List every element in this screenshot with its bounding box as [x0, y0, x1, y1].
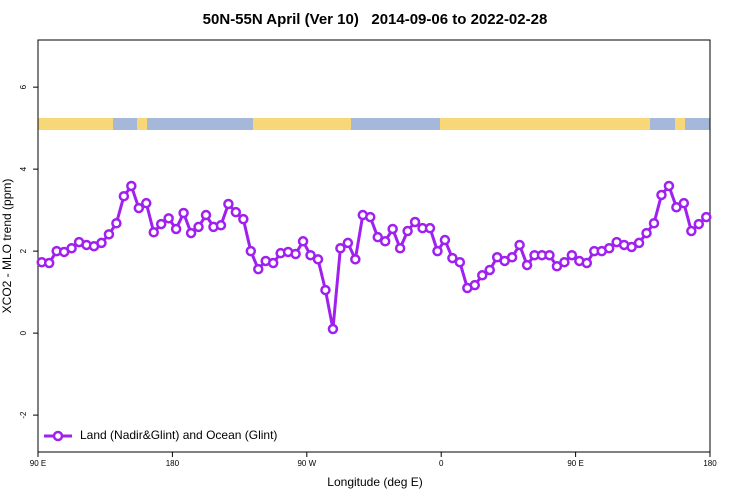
- x-tick-label: 90 E: [567, 459, 583, 468]
- data-point: [454, 256, 466, 268]
- data-point: [656, 189, 667, 201]
- y-tick-label: 0: [19, 330, 28, 335]
- data-point: [133, 202, 145, 214]
- plot-frame: [37, 39, 711, 453]
- data-point: [200, 209, 212, 221]
- data-point: [365, 211, 376, 223]
- data-point: [544, 249, 555, 261]
- data-point: [447, 252, 458, 264]
- data-point: [238, 213, 249, 225]
- data-point: [469, 279, 481, 291]
- y-tick-label: 4: [19, 166, 28, 171]
- data-point: [663, 180, 675, 192]
- data-point: [267, 257, 279, 269]
- data-point: [394, 243, 406, 254]
- data-point: [290, 248, 301, 260]
- x-tick-label: 90 W: [297, 459, 316, 468]
- y-axis-label: XCO2 - MLO trend (ppm): [0, 179, 14, 314]
- data-point: [603, 243, 615, 254]
- data-point: [185, 227, 197, 239]
- data-point: [215, 220, 227, 231]
- data-point: [103, 229, 115, 240]
- data-point: [581, 257, 593, 269]
- data-point: [372, 231, 383, 243]
- data-point: [335, 243, 346, 254]
- data-point: [148, 227, 159, 238]
- data-point: [506, 252, 518, 263]
- data-point: [245, 245, 257, 257]
- data-point: [432, 245, 443, 257]
- data-point: [141, 197, 152, 209]
- data-point: [118, 190, 130, 202]
- data-point: [170, 223, 182, 235]
- data-point: [484, 264, 495, 276]
- data-point: [648, 217, 660, 229]
- data-point: [155, 218, 167, 230]
- data-point: [305, 249, 316, 261]
- data-point: [126, 180, 137, 192]
- data-point: [686, 225, 697, 237]
- data-point: [514, 239, 525, 251]
- data-point: [342, 237, 354, 249]
- data-point: [409, 216, 421, 228]
- data-point: [253, 263, 264, 275]
- data-point: [701, 211, 712, 223]
- data-point: [66, 243, 77, 254]
- data-point: [521, 259, 533, 271]
- data-point: [312, 254, 324, 265]
- data-point: [678, 197, 690, 209]
- x-tick-label: 0: [439, 459, 444, 468]
- data-point: [671, 202, 682, 213]
- data-point: [387, 223, 398, 235]
- legend-label: Land (Nadir&Glint) and Ocean (Glint): [80, 428, 277, 442]
- data-point: [327, 323, 339, 335]
- y-tick-label: 2: [19, 248, 28, 253]
- data-point: [693, 218, 705, 230]
- y-tick-label: -2: [19, 411, 28, 419]
- data-point: [379, 236, 391, 247]
- data-point: [163, 213, 174, 224]
- data-point: [223, 198, 234, 210]
- legend-marker: [52, 430, 64, 442]
- data-point: [641, 227, 652, 239]
- data-point: [439, 234, 451, 246]
- data-point: [96, 237, 107, 249]
- data-point: [626, 241, 637, 253]
- x-tick-label: 90 E: [30, 459, 46, 468]
- x-axis-label: Longitude (deg E): [327, 475, 422, 489]
- data-point: [402, 225, 413, 237]
- data-point: [477, 270, 488, 281]
- y-tick-label: 6: [19, 84, 28, 89]
- data-point: [551, 261, 563, 272]
- data-point: [566, 249, 578, 261]
- data-point: [297, 236, 309, 247]
- data-point: [43, 257, 55, 269]
- surface-strip: [38, 118, 710, 130]
- data-point: [424, 222, 436, 234]
- chart-title: 50N-55N April (Ver 10) 2014-09-06 to 202…: [203, 11, 548, 28]
- data-point: [193, 221, 204, 233]
- x-tick-label: 180: [703, 459, 717, 468]
- data-point: [111, 217, 122, 229]
- data-point: [178, 207, 189, 219]
- data-point: [320, 284, 331, 296]
- data-point: [633, 237, 645, 249]
- data-point: [230, 206, 242, 218]
- data-point: [350, 254, 361, 265]
- data-point: [559, 256, 570, 268]
- x-tick-label: 180: [166, 459, 180, 468]
